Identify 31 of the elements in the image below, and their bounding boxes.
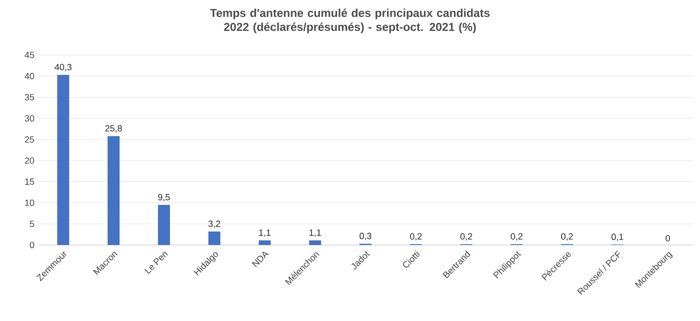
y-tick-label: 20 bbox=[24, 157, 34, 164]
data-label: 0,2 bbox=[410, 233, 422, 241]
data-label: 0,2 bbox=[460, 233, 472, 241]
chart-title: Temps d'antenne cumulé des principaux candidats 2022 (déclarés/présumés) - sept-oct. 2021 (%) bbox=[210, 8, 490, 34]
bar bbox=[309, 240, 322, 245]
y-tick-label: 35 bbox=[24, 94, 34, 100]
y-tick-label: 15 bbox=[25, 178, 34, 185]
bar bbox=[208, 231, 220, 245]
y-tick-label: 25 bbox=[24, 136, 34, 143]
data-label: 9,5 bbox=[158, 194, 170, 202]
y-tick-label: 5 bbox=[30, 220, 34, 228]
bar bbox=[158, 204, 170, 245]
data-label: 0 bbox=[666, 235, 670, 242]
x-tick-label: Le Pen bbox=[144, 252, 168, 274]
y-tick-label: 10 bbox=[25, 200, 34, 206]
data-label: 0,2 bbox=[561, 233, 573, 241]
data-label: 0,1 bbox=[612, 234, 624, 242]
y-tick-label: 30 bbox=[24, 115, 34, 122]
bar bbox=[108, 136, 120, 245]
bar bbox=[57, 74, 70, 245]
data-label: 1,1 bbox=[310, 230, 321, 237]
data-label: 0,3 bbox=[360, 232, 372, 240]
y-tick-label: 0 bbox=[30, 242, 34, 248]
data-label: 40,3 bbox=[54, 64, 72, 72]
data-label: 25,8 bbox=[105, 125, 122, 133]
bar bbox=[258, 240, 271, 245]
y-tick-label: 40 bbox=[24, 72, 34, 80]
data-label: 1,1 bbox=[259, 230, 271, 237]
y-tick-label: 45 bbox=[24, 52, 34, 58]
data-label: 3,2 bbox=[208, 220, 220, 228]
data-label: 0,2 bbox=[510, 233, 522, 241]
